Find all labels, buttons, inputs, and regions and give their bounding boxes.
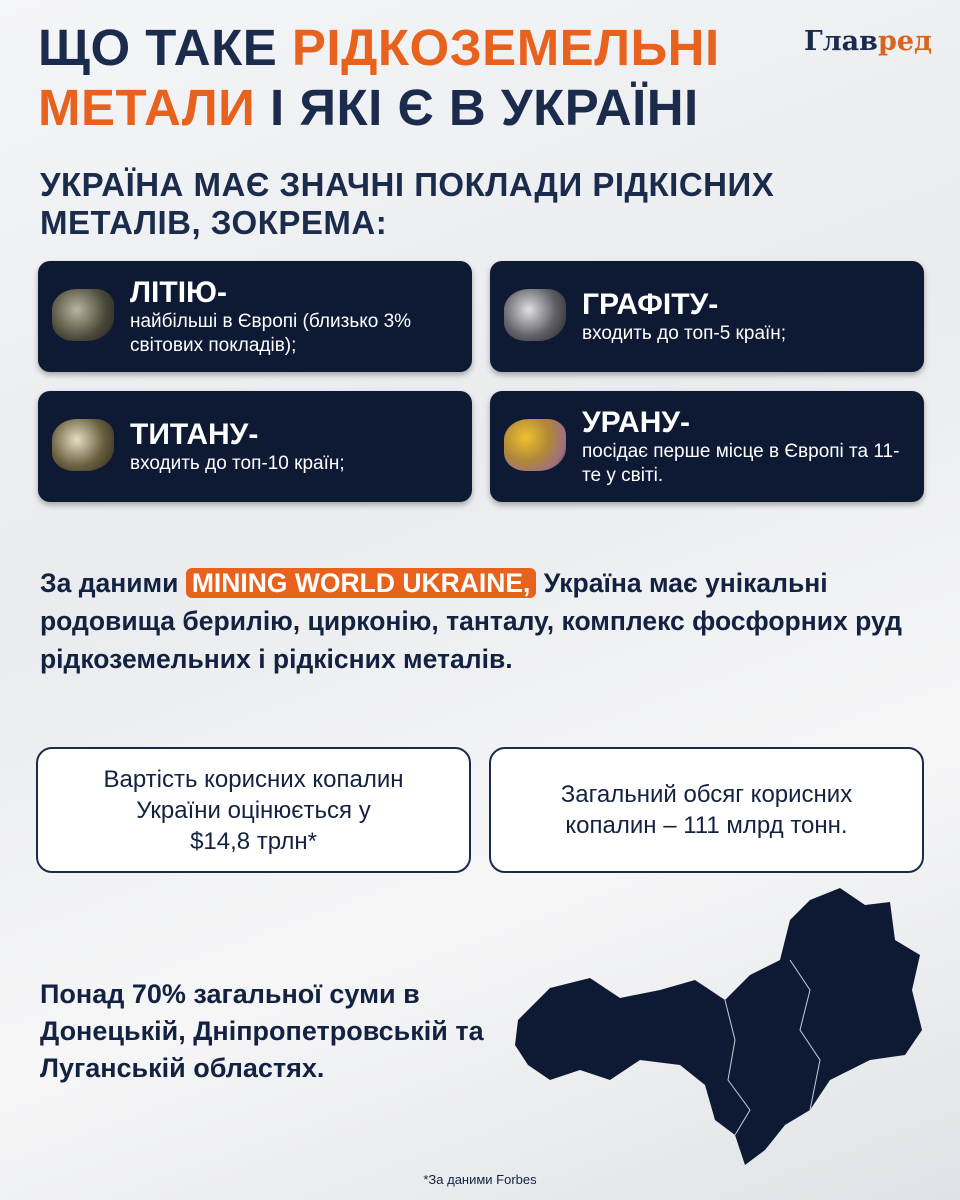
card-text: посідає перше місце в Європі та 11-те у … <box>582 440 900 486</box>
regions-text: Понад 70% загальної суми в Донецькій, Дн… <box>40 979 484 1083</box>
card-text: входить до топ-5 країн; <box>582 322 787 344</box>
card-heading: ЛІТІЮ- <box>130 275 227 309</box>
card-text: входить до топ-10 країн; <box>130 452 345 474</box>
titanium-rock-icon <box>52 419 114 471</box>
regions-map <box>515 888 922 1165</box>
title-accent: МЕТАЛИ <box>38 79 256 136</box>
map-regions <box>515 888 922 1165</box>
card-uranium: УРАНУ-посідає перше місце в Європі та 11… <box>490 391 924 502</box>
card-text: найбільші в Європі (близько 3% світових … <box>130 310 412 356</box>
source-highlight: MINING WORLD UKRAINE, <box>185 568 537 598</box>
title-part: І ЯКІ Є В УКРАЇНІ <box>255 79 699 136</box>
volume-box: Загальний обсяг корисних копалин – 111 м… <box>489 747 924 873</box>
lithium-rock-icon <box>52 289 114 341</box>
footnote: *За даними Forbes <box>423 1172 537 1187</box>
card-heading: УРАНУ- <box>582 405 691 439</box>
value-box: Вартість корисних копалин України оцінює… <box>36 747 471 873</box>
card-heading: ТИТАНУ- <box>130 417 259 451</box>
page-title: ЩО ТАКЕ РІДКОЗЕМЕЛЬНІ МЕТАЛИ І ЯКІ Є В У… <box>38 18 720 138</box>
title-accent: РІДКОЗЕМЕЛЬНІ <box>291 19 720 76</box>
glavred-logo: Главред <box>804 26 932 57</box>
card-heading: ГРАФІТУ- <box>582 287 719 321</box>
mining-paragraph: За даними MINING WORLD UKRAINE, Україна … <box>40 568 902 674</box>
card-titanium: ТИТАНУ-входить до топ-10 країн; <box>38 391 472 502</box>
graphite-rock-icon <box>504 289 566 341</box>
title-part: ЩО ТАКЕ <box>38 19 292 76</box>
subtitle: УКРАЇНА МАЄ ЗНАЧНІ ПОКЛАДИ РІДКІСНИХ МЕТА… <box>40 166 775 241</box>
card-graphite: ГРАФІТУ-входить до топ-5 країн; <box>490 261 924 372</box>
uranium-rock-icon <box>504 419 566 471</box>
card-lithium: ЛІТІЮ-найбільші в Європі (близько 3% сві… <box>38 261 472 372</box>
border-line <box>789 959 821 1111</box>
border-line <box>724 999 751 1136</box>
